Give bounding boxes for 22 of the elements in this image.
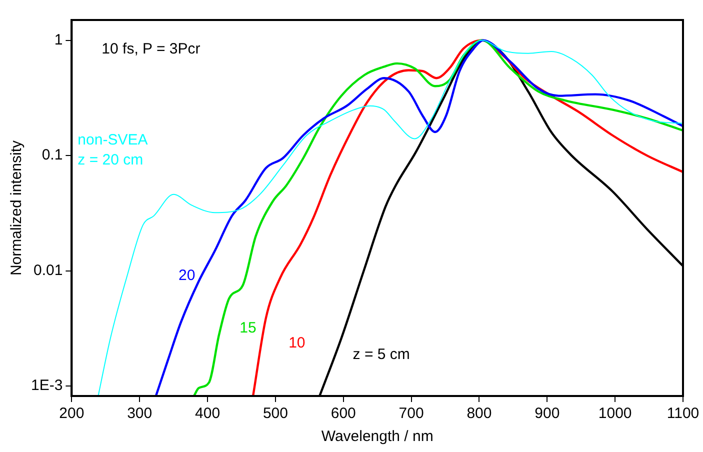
y-tick-label: 0.01 (33, 262, 63, 279)
text: non-SVEA z = 20 cm (78, 131, 148, 168)
series-label: 10 (288, 334, 306, 352)
annotation: 10 fs, P = 3Pcr (102, 40, 200, 58)
y-tick-label: 1 (54, 31, 63, 48)
x-tick-label: 1100 (666, 405, 700, 422)
series-label: 20 (178, 266, 196, 284)
y-axis-title: Normalized intensity (8, 140, 26, 276)
y-tick-label: 0.1 (42, 146, 63, 164)
series-label: z = 5 cm (352, 346, 410, 363)
x-tick-label: 400 (195, 405, 220, 422)
series-label: 15 (240, 319, 256, 336)
x-tick-label: 1000 (598, 405, 632, 422)
x-tick-label: 600 (330, 405, 356, 422)
x-tick-label: 800 (466, 405, 492, 422)
x-tick-label: 500 (262, 405, 288, 422)
x-tick-label: 700 (398, 405, 424, 422)
x-tick-label: 300 (127, 405, 152, 422)
x-axis-title: Wavelength / nm (321, 428, 434, 446)
y-tick-label: 1E-3 (30, 377, 63, 394)
x-tick-label: 200 (59, 405, 84, 422)
x-tick-label: 900 (534, 405, 560, 422)
